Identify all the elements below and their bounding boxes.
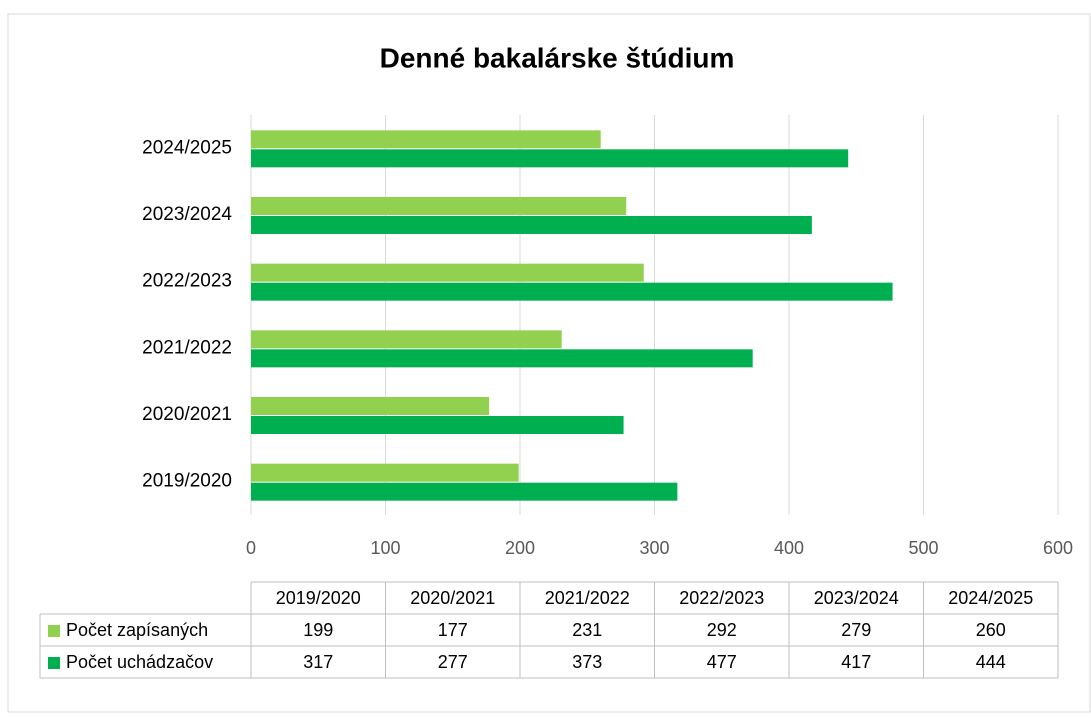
bar (251, 197, 627, 215)
table-value: 477 (707, 652, 737, 672)
bar (251, 463, 519, 482)
x-tick-label: 300 (639, 538, 669, 558)
table-value: 417 (841, 652, 871, 672)
y-tick-label: 2023/2024 (142, 204, 232, 225)
legend-swatch (48, 657, 60, 669)
x-tick-label: 600 (1043, 538, 1073, 558)
bar (251, 397, 490, 415)
y-tick-label: 2020/2021 (142, 404, 232, 425)
bar (251, 216, 812, 234)
table-header: 2023/2024 (814, 588, 899, 608)
x-tick-label: 100 (370, 538, 400, 558)
table-value: 177 (438, 620, 468, 640)
bar (251, 330, 562, 349)
chart-title: Denné bakalárske štúdium (380, 42, 735, 73)
legend-swatch (48, 625, 60, 637)
table-value: 199 (303, 620, 333, 640)
bar (251, 130, 601, 149)
table-value: 277 (438, 652, 468, 672)
table-header: 2019/2020 (276, 588, 361, 608)
legend-label: Počet zapísaných (66, 620, 208, 640)
table-value: 444 (976, 652, 1006, 672)
bar (251, 263, 644, 282)
table-header: 2021/2022 (545, 588, 630, 608)
x-tick-label: 0 (246, 538, 256, 558)
table-value: 279 (841, 620, 871, 640)
table-value: 231 (572, 620, 602, 640)
table-value: 260 (976, 620, 1006, 640)
table-header: 2020/2021 (410, 588, 495, 608)
x-tick-label: 200 (505, 538, 535, 558)
y-tick-label: 2021/2022 (142, 337, 232, 358)
table-value: 373 (572, 652, 602, 672)
table-value: 317 (303, 652, 333, 672)
bar (251, 149, 849, 168)
table-value: 292 (707, 620, 737, 640)
bar (251, 349, 753, 368)
y-tick-label: 2022/2023 (142, 271, 232, 292)
bar (251, 416, 624, 434)
x-tick-label: 500 (908, 538, 938, 558)
x-tick-label: 400 (774, 538, 804, 558)
table-header: 2022/2023 (679, 588, 764, 608)
legend-label: Počet uchádzačov (66, 652, 213, 672)
y-tick-label: 2024/2025 (142, 137, 232, 158)
bar (251, 282, 893, 301)
bar (251, 482, 678, 501)
y-tick-label: 2019/2020 (142, 471, 232, 492)
table-header: 2024/2025 (948, 588, 1033, 608)
